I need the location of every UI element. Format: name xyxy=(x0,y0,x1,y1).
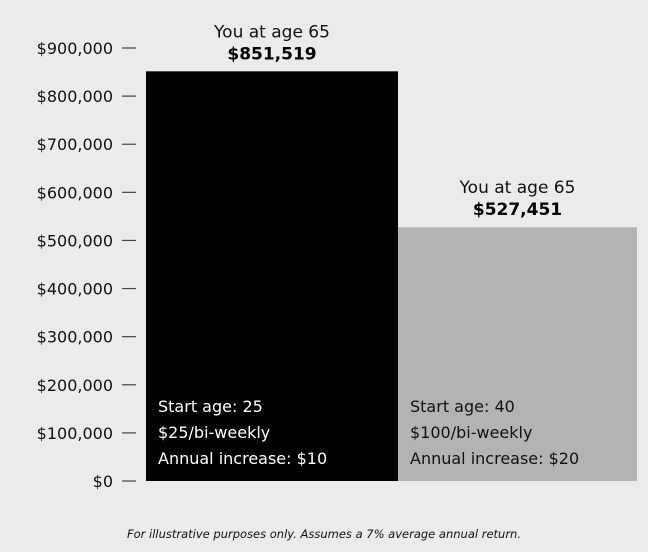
bar-group: You at age 65$851,519 Start age: 25 $25/bi… xyxy=(146,22,398,482)
y-tick-label: $0 xyxy=(93,472,113,491)
y-tick-label: $800,000 xyxy=(37,87,113,106)
y-tick-label: $100,000 xyxy=(37,424,113,443)
y-tick-label: $600,000 xyxy=(37,183,113,202)
bar-value-label: $851,519 xyxy=(227,44,316,64)
bar-note: Annual increase: $20 xyxy=(410,449,579,468)
bar xyxy=(398,227,637,481)
bar-top-label: You at age 65 xyxy=(459,178,576,198)
bar-note: Start age: 25 xyxy=(158,397,263,416)
bar-note: Annual increase: $10 xyxy=(158,449,327,468)
footnote: For illustrative purposes only. Assumes … xyxy=(127,527,521,541)
y-tick-label: $500,000 xyxy=(37,231,113,250)
bar-top-label: You at age 65 xyxy=(213,22,330,42)
y-axis: $0 $100,000 $200,000 $300,000 $400,000 $500,0… xyxy=(37,39,136,491)
y-tick-label: $300,000 xyxy=(37,328,113,347)
y-tick-label: $900,000 xyxy=(37,39,113,58)
bar-note: $100/bi-weekly xyxy=(410,423,532,442)
bar-note: $25/bi-weekly xyxy=(158,423,270,442)
bar xyxy=(146,71,398,482)
y-tick-label: $700,000 xyxy=(37,135,113,154)
y-tick-label: $200,000 xyxy=(37,376,113,395)
bar-group: You at age 65$527,451 Start age: 40 $100/b… xyxy=(398,178,637,481)
bar-value-label: $527,451 xyxy=(473,200,562,220)
bar-note: Start age: 40 xyxy=(410,397,515,416)
y-tick-label: $400,000 xyxy=(37,280,113,299)
